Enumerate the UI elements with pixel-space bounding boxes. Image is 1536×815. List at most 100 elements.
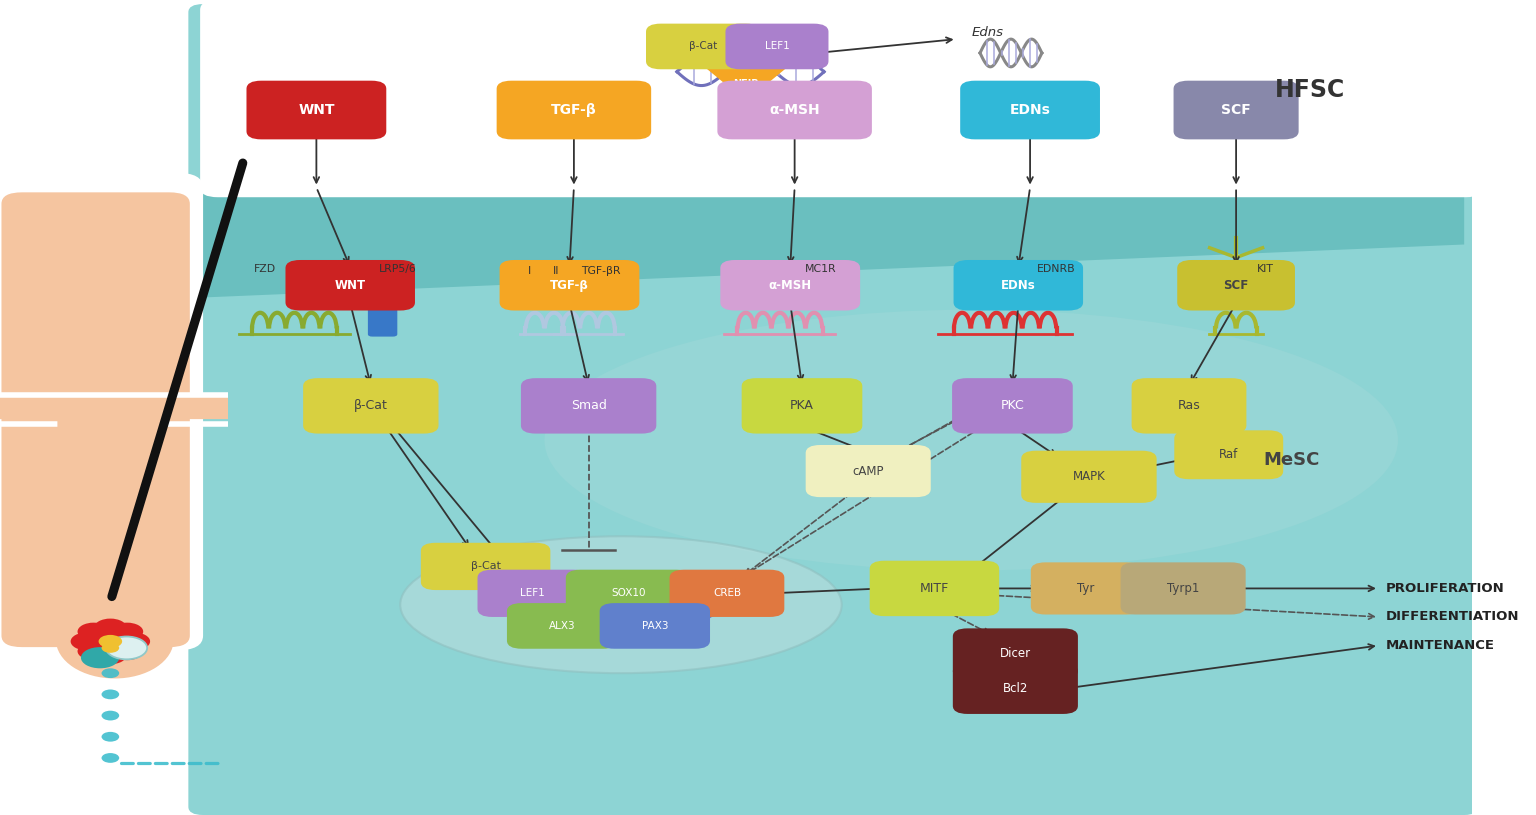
FancyBboxPatch shape [806,445,931,497]
Text: PKA: PKA [790,399,814,412]
Text: EDNs: EDNs [1009,103,1051,117]
Text: DIFFERENTIATION: DIFFERENTIATION [1385,610,1519,623]
Ellipse shape [401,536,842,673]
Circle shape [81,647,120,668]
FancyBboxPatch shape [952,663,1078,714]
Circle shape [101,753,120,763]
FancyBboxPatch shape [499,260,639,311]
FancyBboxPatch shape [647,24,760,69]
Text: TGF-β: TGF-β [550,279,588,292]
Text: HFSC: HFSC [1275,77,1346,102]
FancyBboxPatch shape [246,81,386,139]
FancyBboxPatch shape [960,81,1100,139]
FancyBboxPatch shape [1177,260,1295,311]
Text: WNT: WNT [335,279,366,292]
FancyBboxPatch shape [952,628,1078,679]
Text: KIT: KIT [1256,264,1273,274]
Text: TGF-β: TGF-β [551,103,598,117]
Circle shape [77,642,111,660]
Text: β-Cat: β-Cat [353,399,387,412]
Text: FZD: FZD [253,264,276,274]
Text: LEF1: LEF1 [765,42,790,51]
Text: MITF: MITF [920,582,949,595]
FancyBboxPatch shape [303,378,438,434]
Text: EDNRB: EDNRB [1037,264,1075,274]
FancyBboxPatch shape [0,173,203,650]
Text: Dicer: Dicer [1000,647,1031,660]
FancyBboxPatch shape [421,543,550,590]
Polygon shape [707,68,786,101]
FancyBboxPatch shape [521,378,656,434]
Text: Edns: Edns [971,26,1003,39]
Text: WNT: WNT [298,103,335,117]
Text: Ras: Ras [1178,399,1200,412]
FancyBboxPatch shape [599,603,710,649]
FancyBboxPatch shape [200,0,1484,197]
Circle shape [101,668,120,678]
FancyBboxPatch shape [1132,378,1246,434]
Circle shape [77,623,111,641]
FancyBboxPatch shape [742,378,862,434]
FancyBboxPatch shape [286,260,415,311]
Text: EDNs: EDNs [1001,279,1035,292]
FancyBboxPatch shape [725,24,828,69]
Circle shape [111,642,143,660]
Text: β-Cat: β-Cat [470,562,501,571]
Text: PROLIFERATION: PROLIFERATION [1385,582,1505,595]
Text: SOX10: SOX10 [611,588,645,598]
Text: MeSC: MeSC [1264,452,1321,469]
Ellipse shape [544,310,1398,570]
Circle shape [101,643,120,653]
FancyBboxPatch shape [57,399,167,644]
Text: α-MSH: α-MSH [770,103,820,117]
Text: II: II [553,266,559,275]
Text: TGF-βR: TGF-βR [581,266,621,275]
Text: SCF: SCF [1221,103,1250,117]
FancyBboxPatch shape [717,81,872,139]
Text: ALX3: ALX3 [548,621,576,631]
Ellipse shape [55,601,174,678]
Circle shape [101,689,120,699]
Text: LEF1: LEF1 [521,588,545,598]
Text: Tyrp1: Tyrp1 [1167,582,1200,595]
FancyBboxPatch shape [507,603,617,649]
Text: NFIB: NFIB [733,79,759,89]
FancyBboxPatch shape [565,570,691,617]
FancyBboxPatch shape [496,81,651,139]
Circle shape [94,646,126,664]
FancyBboxPatch shape [478,570,588,617]
FancyBboxPatch shape [1031,562,1141,615]
Circle shape [106,637,147,659]
FancyBboxPatch shape [720,260,860,311]
Circle shape [101,711,120,720]
Text: MC1R: MC1R [805,264,837,274]
FancyBboxPatch shape [2,192,190,647]
Circle shape [94,619,126,637]
FancyBboxPatch shape [1021,451,1157,503]
Text: β-Cat: β-Cat [690,42,717,51]
Circle shape [101,732,120,742]
Polygon shape [203,12,1464,297]
FancyBboxPatch shape [869,561,1000,616]
Text: cAMP: cAMP [852,465,883,478]
Text: LRP5/6: LRP5/6 [378,264,416,274]
Text: Smad: Smad [571,399,607,412]
FancyBboxPatch shape [670,570,785,617]
Text: PKC: PKC [1000,399,1025,412]
Text: Raf: Raf [1220,448,1238,461]
Text: Tyr: Tyr [1077,582,1095,595]
Text: Bcl2: Bcl2 [1003,682,1028,695]
Text: I: I [528,266,531,275]
FancyBboxPatch shape [189,4,1479,815]
Text: α-MSH: α-MSH [768,279,813,292]
Text: CREB: CREB [713,588,740,598]
FancyBboxPatch shape [952,378,1072,434]
Text: SCF: SCF [1224,279,1249,292]
Circle shape [98,635,123,648]
FancyBboxPatch shape [954,260,1083,311]
FancyBboxPatch shape [1174,81,1298,139]
Polygon shape [0,0,214,815]
FancyBboxPatch shape [1175,430,1283,479]
FancyBboxPatch shape [369,275,398,337]
Text: MAPK: MAPK [1072,470,1106,483]
